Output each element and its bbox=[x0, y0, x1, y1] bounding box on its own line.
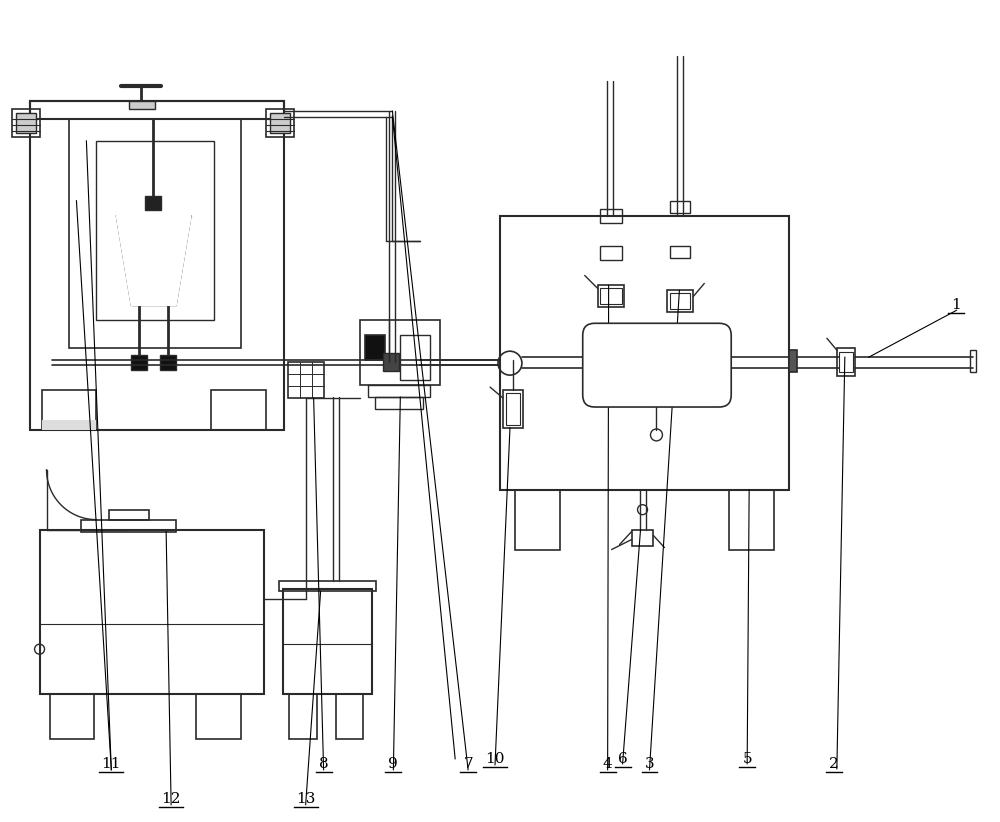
Bar bbox=[368, 385, 430, 397]
Bar bbox=[500, 215, 789, 490]
Text: 6: 6 bbox=[618, 752, 627, 766]
Bar bbox=[360, 321, 440, 385]
Bar bbox=[40, 529, 264, 694]
Bar bbox=[503, 390, 523, 428]
Bar bbox=[598, 285, 624, 307]
Bar bbox=[266, 109, 294, 137]
Bar bbox=[400, 335, 430, 380]
Bar bbox=[336, 694, 363, 739]
Bar bbox=[789, 350, 797, 372]
Bar bbox=[670, 246, 690, 257]
Text: 9: 9 bbox=[388, 757, 398, 771]
Bar bbox=[970, 350, 976, 372]
Bar bbox=[288, 363, 324, 398]
Bar bbox=[729, 490, 774, 550]
Bar bbox=[196, 694, 241, 739]
Bar bbox=[839, 352, 853, 372]
Bar bbox=[12, 109, 40, 137]
Bar bbox=[270, 113, 290, 133]
Text: 2: 2 bbox=[829, 757, 839, 771]
Bar bbox=[506, 393, 520, 425]
Bar bbox=[30, 101, 284, 430]
Bar bbox=[670, 293, 690, 309]
Bar bbox=[16, 113, 36, 133]
Text: 3: 3 bbox=[645, 757, 654, 771]
Bar bbox=[145, 196, 161, 210]
Bar bbox=[600, 246, 622, 260]
Text: 13: 13 bbox=[296, 792, 315, 806]
Bar bbox=[160, 355, 176, 370]
Bar bbox=[283, 589, 372, 694]
Bar bbox=[131, 355, 147, 370]
Bar bbox=[81, 520, 176, 532]
Bar bbox=[289, 694, 317, 739]
Bar bbox=[96, 141, 214, 321]
Bar bbox=[837, 349, 855, 376]
Text: 5: 5 bbox=[742, 752, 752, 766]
Bar bbox=[365, 335, 385, 360]
Text: 4: 4 bbox=[603, 757, 613, 771]
Bar bbox=[667, 290, 693, 312]
Bar bbox=[632, 529, 653, 546]
Bar bbox=[211, 390, 266, 430]
Bar bbox=[279, 581, 376, 591]
Bar bbox=[670, 201, 690, 213]
Bar bbox=[600, 209, 622, 223]
Bar bbox=[129, 101, 155, 109]
Bar bbox=[109, 510, 149, 520]
Text: 1: 1 bbox=[952, 298, 961, 312]
Bar bbox=[600, 289, 622, 304]
Bar bbox=[42, 390, 96, 430]
Text: 7: 7 bbox=[463, 757, 473, 771]
Text: 8: 8 bbox=[319, 757, 328, 771]
Bar bbox=[69, 119, 241, 349]
Text: 10: 10 bbox=[485, 752, 505, 766]
FancyBboxPatch shape bbox=[583, 323, 731, 407]
Bar bbox=[375, 397, 423, 409]
Bar bbox=[50, 694, 94, 739]
Polygon shape bbox=[116, 215, 191, 305]
Text: 12: 12 bbox=[161, 792, 181, 806]
Bar bbox=[42, 420, 96, 430]
Bar bbox=[515, 490, 560, 550]
Bar bbox=[383, 353, 399, 372]
Text: 11: 11 bbox=[102, 757, 121, 771]
Bar bbox=[30, 101, 284, 119]
